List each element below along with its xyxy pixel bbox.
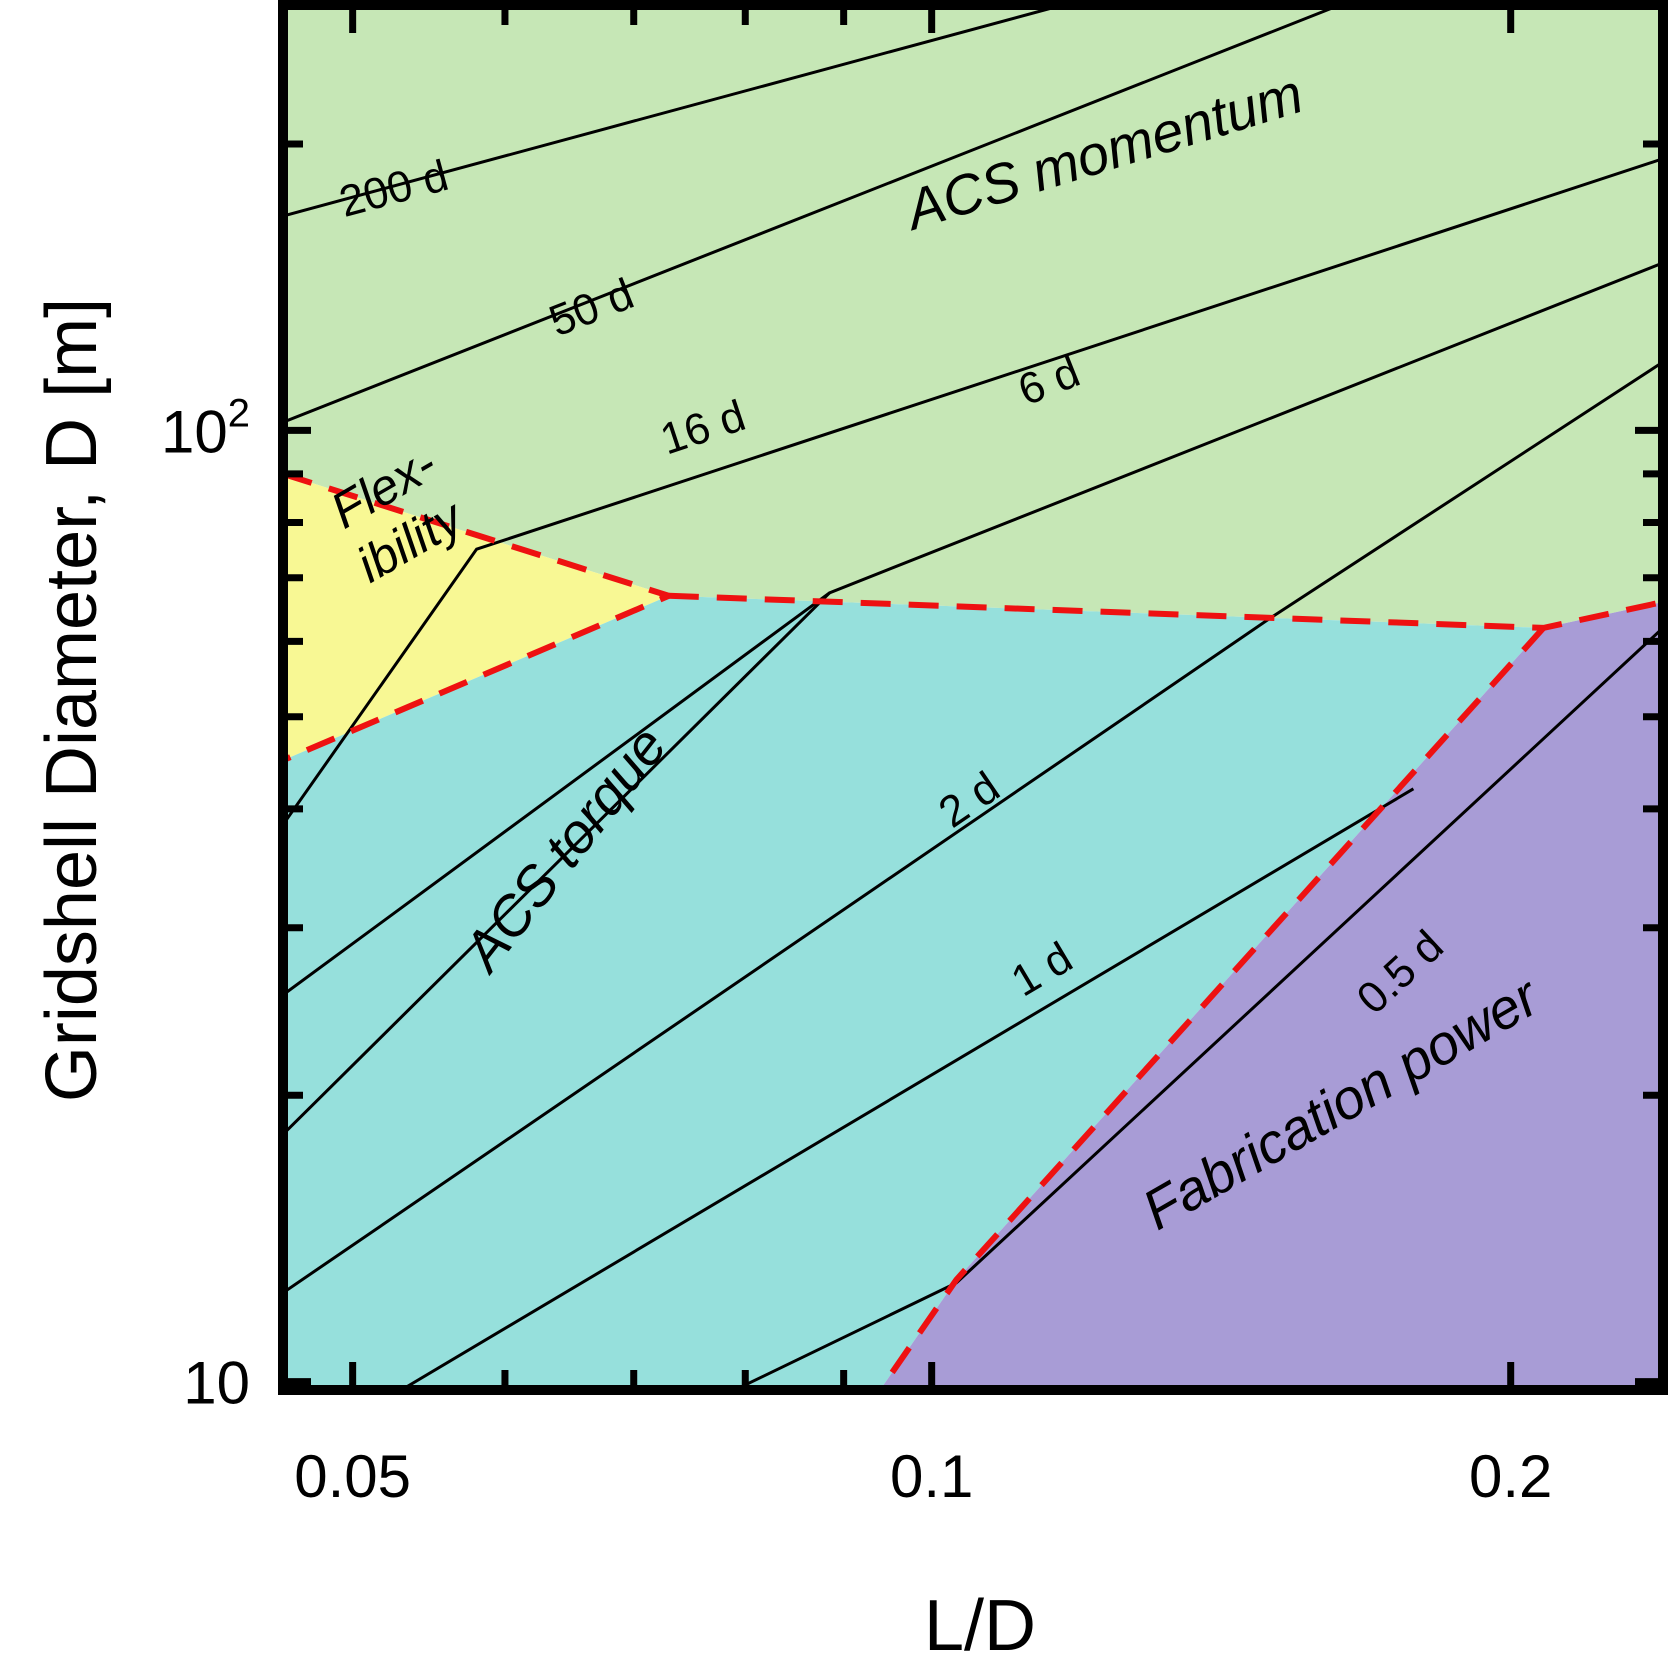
contour-line-16-d [283, 157, 1663, 826]
axis-ticks: 0.05 0.1 0.2 10 102 [161, 5, 1663, 1510]
region-acs-momentum [283, 5, 1663, 628]
region-acs-torque [283, 595, 1544, 1390]
contour-line-50-d [283, 5, 1341, 424]
x-tick-label-0-1: 0.1 [890, 1443, 973, 1510]
x-tick-label-0-2: 0.2 [1469, 1443, 1552, 1510]
x-axis-title: L/D [924, 1586, 1036, 1666]
plot-frame [278, 0, 1668, 1395]
contour-line-200-d [283, 5, 1064, 218]
y-tick-label-100: 102 [161, 391, 250, 465]
x-tick-label-0-05: 0.05 [294, 1443, 411, 1510]
region-boundary-2 [877, 625, 1546, 1390]
region-fabrication-power [880, 602, 1663, 1390]
contour-line-unlabeled-4 [283, 591, 831, 1136]
contour-line-1-d [400, 787, 1415, 1390]
region-boundaries [283, 471, 1663, 1390]
regions [283, 5, 1663, 1390]
y-tick-label-10: 10 [183, 1350, 250, 1417]
y-axis-title: Gridshell Diameter, D [m] [32, 298, 112, 1102]
